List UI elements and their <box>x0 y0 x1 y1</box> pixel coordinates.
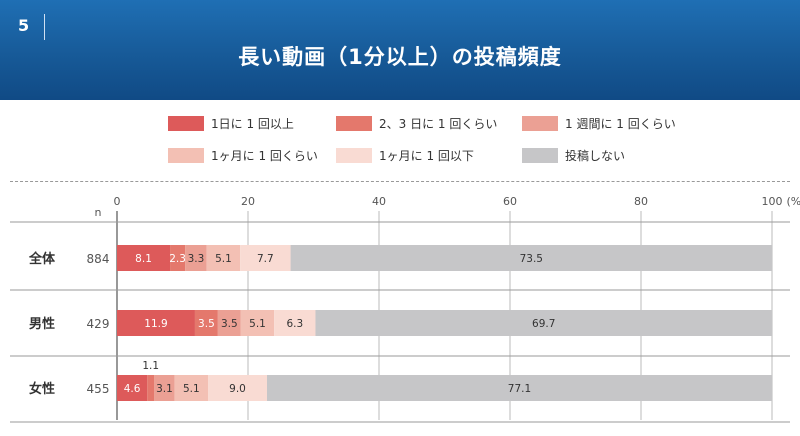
page-number: 5 <box>18 16 30 35</box>
data-label: 7.7 <box>257 253 274 265</box>
bar-segment <box>170 245 186 271</box>
bar-segment <box>147 375 155 401</box>
category-label: 全体 <box>28 251 56 267</box>
bar-segment <box>208 375 267 401</box>
bar-segment <box>240 245 291 271</box>
bar-segment <box>290 245 772 271</box>
page-number-divider <box>44 14 45 40</box>
data-label: 5.1 <box>215 253 232 265</box>
bar-segment <box>217 310 241 336</box>
legend-item: 投稿しない <box>522 147 625 164</box>
bar-segment <box>266 375 772 401</box>
data-label: 5.1 <box>183 383 200 395</box>
data-label: 69.7 <box>532 318 555 330</box>
title-banner: 5 長い動画（1分以上）の投稿頻度 <box>0 0 800 100</box>
data-label: 77.1 <box>508 383 531 395</box>
n-value: 884 <box>87 252 110 266</box>
data-label: 5.1 <box>249 318 266 330</box>
bar-segment <box>117 245 171 271</box>
legend-label: 1 週間に 1 回くらい <box>565 117 676 131</box>
bar-segment <box>194 310 218 336</box>
legend-label: 1日に 1 回以上 <box>211 117 294 131</box>
category-label: 男性 <box>29 316 55 332</box>
legend-item: 2、3 日に 1 回くらい <box>336 115 497 132</box>
legend-item: 1日に 1 回以上 <box>168 115 294 132</box>
bar-segment <box>154 375 175 401</box>
bar-segment <box>206 245 241 271</box>
x-tick-label: 20 <box>241 195 255 208</box>
chart-title: 長い動画（1分以上）の投稿頻度 <box>238 45 562 69</box>
data-label: 3.5 <box>198 318 215 330</box>
legend-item: 1ヶ月に 1 回以下 <box>336 147 474 164</box>
n-value: 429 <box>87 317 110 331</box>
legend-swatch <box>522 148 558 163</box>
legend-label: 1ヶ月に 1 回以下 <box>379 149 474 163</box>
x-tick-label: 80 <box>634 195 648 208</box>
category-label: 女性 <box>29 381 55 397</box>
bar-segment <box>315 310 772 336</box>
data-label: 3.3 <box>188 253 205 265</box>
legend-swatch <box>168 148 204 163</box>
n-value: 455 <box>87 382 110 396</box>
legend-item: 1ヶ月に 1 回くらい <box>168 147 318 164</box>
legend-divider <box>10 181 790 182</box>
legend-swatch <box>336 116 372 131</box>
data-label: 3.5 <box>221 318 238 330</box>
x-tick-label: 0 <box>114 195 121 208</box>
data-label: 6.3 <box>286 318 303 330</box>
x-tick-label: 100 <box>762 195 783 208</box>
data-label: 73.5 <box>520 253 543 265</box>
bar-segment <box>185 245 207 271</box>
data-label: 8.1 <box>135 253 152 265</box>
legend-item: 1 週間に 1 回くらい <box>522 115 676 132</box>
bar-segment <box>117 375 148 401</box>
data-label: 3.1 <box>156 383 173 395</box>
legend-label: 1ヶ月に 1 回くらい <box>211 149 318 163</box>
legend-label: 2、3 日に 1 回くらい <box>379 117 498 131</box>
bar-segment <box>117 310 195 336</box>
legend-swatch <box>522 116 558 131</box>
x-unit-label: (%) <box>786 195 800 208</box>
legend-swatch <box>168 116 204 131</box>
data-label: 2.3 <box>169 253 186 265</box>
data-label: 1.1 <box>142 360 159 372</box>
x-tick-label: 40 <box>372 195 386 208</box>
legend-label: 投稿しない <box>565 149 626 163</box>
data-label: 4.6 <box>124 383 141 395</box>
x-tick-label: 60 <box>503 195 517 208</box>
legend-swatch <box>336 148 372 163</box>
data-label: 9.0 <box>229 383 246 395</box>
data-label: 11.9 <box>144 318 167 330</box>
bar-segment <box>174 375 209 401</box>
bar-segment <box>274 310 316 336</box>
n-column-header: n <box>95 206 102 219</box>
bar-segment <box>240 310 275 336</box>
